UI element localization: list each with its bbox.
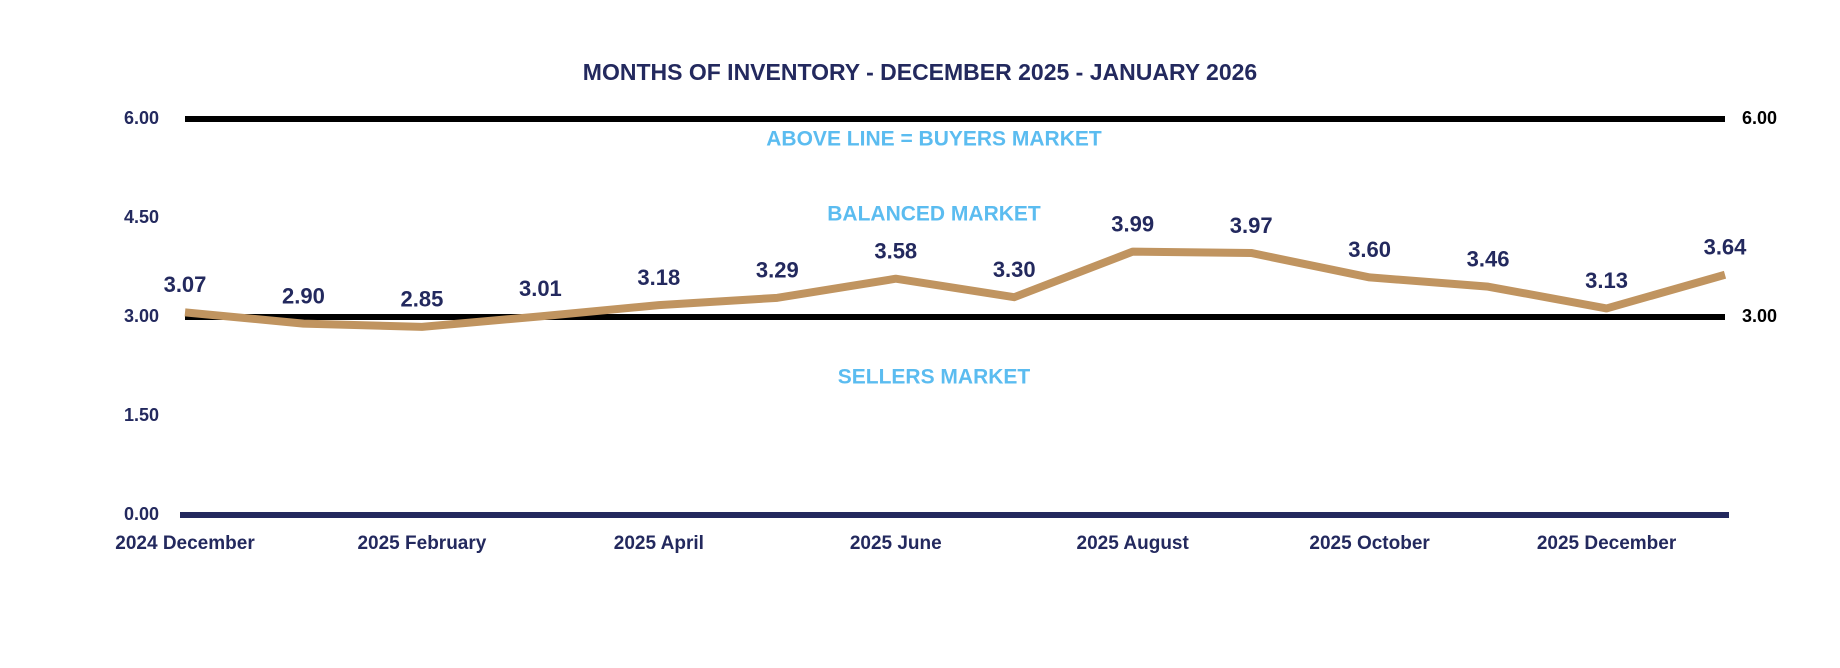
data-label: 3.64 bbox=[1704, 235, 1748, 260]
data-label: 3.18 bbox=[637, 265, 680, 290]
x-tick-label: 2025 December bbox=[1537, 533, 1677, 554]
data-label: 3.29 bbox=[756, 258, 799, 283]
data-label: 3.01 bbox=[519, 276, 562, 301]
data-label: 3.99 bbox=[1111, 211, 1154, 236]
data-label: 3.60 bbox=[1348, 237, 1391, 262]
data-label: 3.58 bbox=[874, 239, 917, 264]
x-tick-label: 2025 February bbox=[357, 533, 486, 554]
x-tick-label: 2025 August bbox=[1077, 533, 1190, 554]
y-tick-label: 3.00 bbox=[124, 306, 159, 326]
x-tick-label: 2025 April bbox=[614, 533, 704, 554]
y-tick-label: 4.50 bbox=[124, 207, 159, 227]
x-tick-label: 2025 June bbox=[850, 533, 942, 554]
data-label: 3.46 bbox=[1467, 246, 1510, 271]
chart-title: MONTHS OF INVENTORY - DECEMBER 2025 - JA… bbox=[583, 59, 1257, 85]
x-tick-label: 2024 December bbox=[115, 533, 255, 554]
data-label: 2.90 bbox=[282, 283, 325, 308]
y2-tick-label: 6.00 bbox=[1742, 108, 1777, 128]
data-label: 3.13 bbox=[1585, 268, 1628, 293]
data-line bbox=[184, 247, 1727, 331]
y2-tick-label: 3.00 bbox=[1742, 306, 1777, 326]
data-label: 2.85 bbox=[401, 287, 444, 312]
data-label: 3.07 bbox=[164, 272, 207, 297]
annotation: SELLERS MARKET bbox=[838, 366, 1031, 389]
annotation: ABOVE LINE = BUYERS MARKET bbox=[766, 128, 1102, 151]
y-tick-label: 1.50 bbox=[124, 405, 159, 425]
x-tick-label: 2025 October bbox=[1309, 533, 1430, 554]
y-tick-label: 6.00 bbox=[124, 108, 159, 128]
data-label: 3.30 bbox=[993, 257, 1036, 282]
annotation: BALANCED MARKET bbox=[827, 203, 1041, 226]
y-tick-label: 0.00 bbox=[124, 504, 159, 524]
data-label: 3.97 bbox=[1230, 213, 1273, 238]
